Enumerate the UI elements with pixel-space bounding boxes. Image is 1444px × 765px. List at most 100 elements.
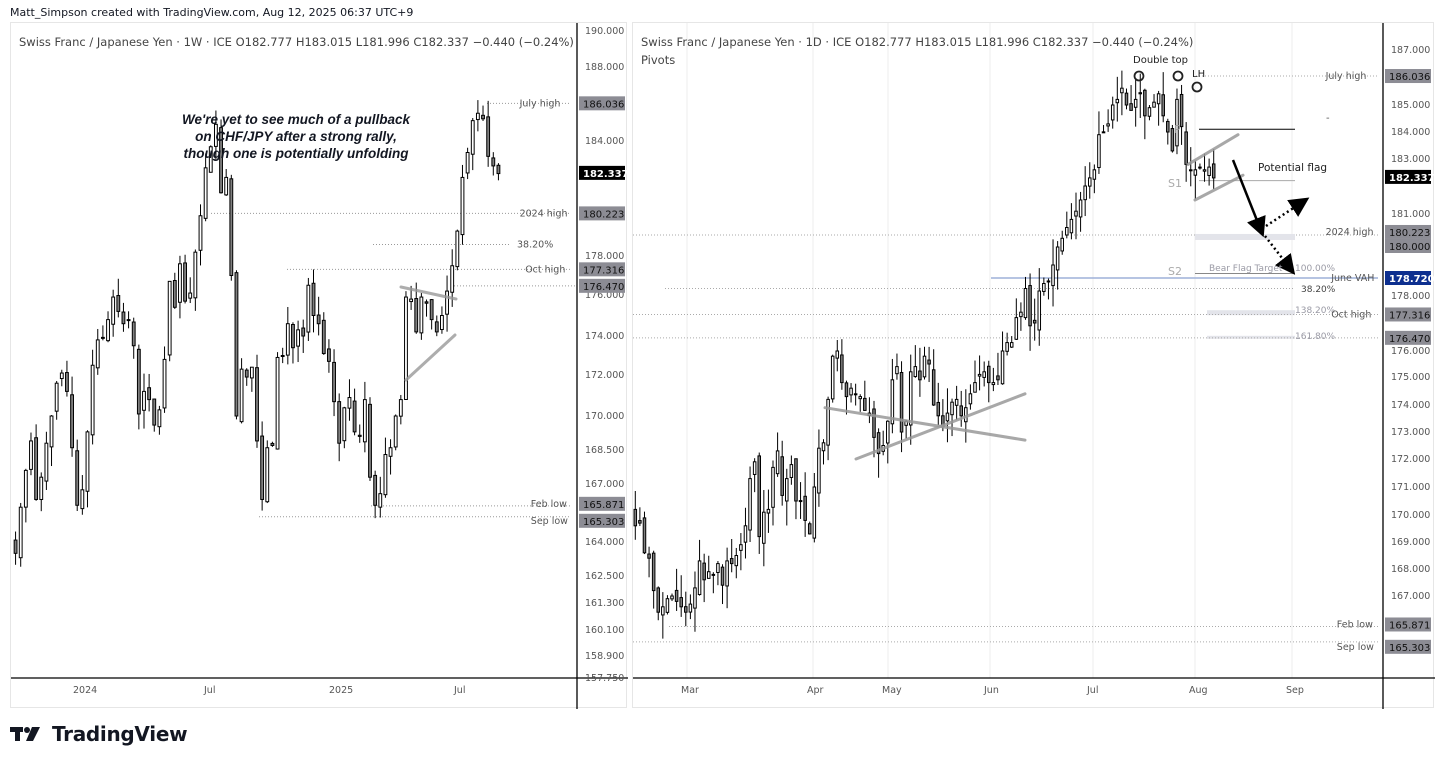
candle-body[interactable] bbox=[121, 311, 126, 325]
candle-body[interactable] bbox=[1101, 131, 1106, 134]
candle-body[interactable] bbox=[90, 364, 95, 436]
candle-body[interactable] bbox=[270, 442, 275, 446]
flag-lower-line[interactable] bbox=[1193, 173, 1245, 202]
candle-body[interactable] bbox=[1074, 210, 1078, 217]
candle-body[interactable] bbox=[936, 401, 941, 417]
candle-body[interactable] bbox=[661, 606, 665, 616]
candle-body[interactable] bbox=[752, 461, 757, 475]
candle-body[interactable] bbox=[465, 152, 470, 174]
candle-body[interactable] bbox=[460, 176, 465, 236]
candle-body[interactable] bbox=[136, 348, 141, 415]
candle-body[interactable] bbox=[357, 434, 362, 437]
candle-body[interactable] bbox=[835, 350, 840, 359]
candle-body[interactable] bbox=[766, 508, 771, 514]
candle-body[interactable] bbox=[260, 435, 265, 500]
candle-body[interactable] bbox=[239, 368, 244, 423]
candle-body[interactable] bbox=[301, 327, 306, 337]
candle-body[interactable] bbox=[670, 595, 674, 600]
candle-body[interactable] bbox=[1129, 103, 1133, 111]
candle-body[interactable] bbox=[1166, 120, 1170, 133]
candle-body[interactable] bbox=[840, 354, 844, 384]
candle-body[interactable] bbox=[445, 290, 449, 315]
candle-body[interactable] bbox=[890, 379, 895, 425]
candle-body[interactable] bbox=[34, 437, 39, 500]
candle-body[interactable] bbox=[18, 506, 23, 559]
candle-body[interactable] bbox=[720, 566, 725, 586]
candle-body[interactable] bbox=[486, 116, 491, 157]
candle-body[interactable] bbox=[716, 563, 720, 574]
candle-body[interactable] bbox=[1147, 107, 1152, 117]
candle-body[interactable] bbox=[725, 560, 729, 587]
candle-body[interactable] bbox=[1211, 163, 1216, 179]
candle-body[interactable] bbox=[409, 298, 414, 303]
candle-body[interactable] bbox=[899, 372, 904, 433]
candle-body[interactable] bbox=[1124, 92, 1129, 106]
candle-body[interactable] bbox=[991, 382, 996, 386]
candle-body[interactable] bbox=[296, 329, 301, 347]
candle-body[interactable] bbox=[23, 469, 28, 508]
candle-body[interactable] bbox=[100, 336, 105, 339]
candle-body[interactable] bbox=[352, 400, 357, 433]
candle-body[interactable] bbox=[1069, 218, 1074, 234]
candle-body[interactable] bbox=[142, 390, 146, 411]
candle-body[interactable] bbox=[886, 420, 890, 444]
candle-body[interactable] bbox=[178, 263, 182, 303]
candle-body[interactable] bbox=[188, 292, 193, 299]
candle-body[interactable] bbox=[404, 296, 408, 400]
weekly-chart-panel[interactable]: Swiss Franc / Japanese Yen · 1W · ICE O1… bbox=[10, 22, 628, 709]
candle-body[interactable] bbox=[729, 558, 734, 565]
candle-body[interactable] bbox=[1188, 169, 1193, 172]
candle-body[interactable] bbox=[126, 319, 131, 322]
candle-body[interactable] bbox=[75, 450, 80, 506]
candle-body[interactable] bbox=[224, 176, 229, 196]
candle-body[interactable] bbox=[674, 589, 679, 602]
candle-body[interactable] bbox=[13, 539, 18, 554]
candle-body[interactable] bbox=[950, 401, 954, 416]
candle-body[interactable] bbox=[996, 375, 1000, 381]
candle-body[interactable] bbox=[982, 371, 986, 378]
candle-body[interactable] bbox=[1170, 128, 1175, 152]
candle-body[interactable] bbox=[1078, 199, 1083, 218]
candle-body[interactable] bbox=[1152, 101, 1156, 108]
candle-body[interactable] bbox=[706, 571, 711, 579]
candle-body[interactable] bbox=[817, 447, 821, 494]
candle-body[interactable] bbox=[419, 296, 424, 334]
candle-body[interactable] bbox=[29, 440, 33, 470]
candle-body[interactable] bbox=[872, 408, 876, 438]
candle-body[interactable] bbox=[275, 356, 280, 450]
candle-body[interactable] bbox=[1042, 283, 1046, 292]
candle-body[interactable] bbox=[183, 262, 187, 302]
candle-body[interactable] bbox=[362, 399, 367, 443]
daily-candlestick-chart[interactable]: 187.000 185.000 184.000 183.000 181.000 178.0… bbox=[633, 23, 1435, 709]
candle-body[interactable] bbox=[647, 553, 651, 559]
candle-body[interactable] bbox=[285, 323, 290, 356]
flag-upper-line[interactable] bbox=[1186, 133, 1240, 166]
candle-body[interactable] bbox=[931, 369, 936, 406]
candle-body[interactable] bbox=[757, 455, 762, 538]
candle-body[interactable] bbox=[807, 523, 812, 535]
candle-body[interactable] bbox=[1065, 227, 1069, 236]
candle-body[interactable] bbox=[1014, 317, 1019, 340]
candle-body[interactable] bbox=[830, 355, 835, 400]
candle-body[interactable] bbox=[1055, 246, 1060, 271]
candle-body[interactable] bbox=[987, 365, 991, 384]
candle-body[interactable] bbox=[255, 367, 259, 442]
tradingview-logo[interactable]: TradingView bbox=[10, 722, 188, 746]
candle-body[interactable] bbox=[265, 447, 270, 503]
candle-body[interactable] bbox=[198, 215, 203, 251]
candle-body[interactable] bbox=[844, 382, 849, 398]
candle-body[interactable] bbox=[1023, 288, 1028, 319]
candle-body[interactable] bbox=[378, 493, 383, 508]
weekly-candlestick-chart[interactable]: 190.000 188.000 184.000 178.000 176.000 174.0… bbox=[11, 23, 628, 709]
candle-body[interactable] bbox=[1092, 169, 1097, 180]
candle-body[interactable] bbox=[1000, 350, 1005, 385]
candle-body[interactable] bbox=[388, 447, 393, 457]
candle-body[interactable] bbox=[213, 123, 218, 147]
candle-body[interactable] bbox=[1032, 319, 1037, 324]
candle-body[interactable] bbox=[973, 382, 977, 393]
candle-body[interactable] bbox=[775, 450, 780, 475]
candle-body[interactable] bbox=[111, 296, 116, 325]
candle-body[interactable] bbox=[491, 157, 496, 167]
triangle-upper-line[interactable] bbox=[399, 285, 458, 301]
candle-body[interactable] bbox=[927, 359, 931, 365]
